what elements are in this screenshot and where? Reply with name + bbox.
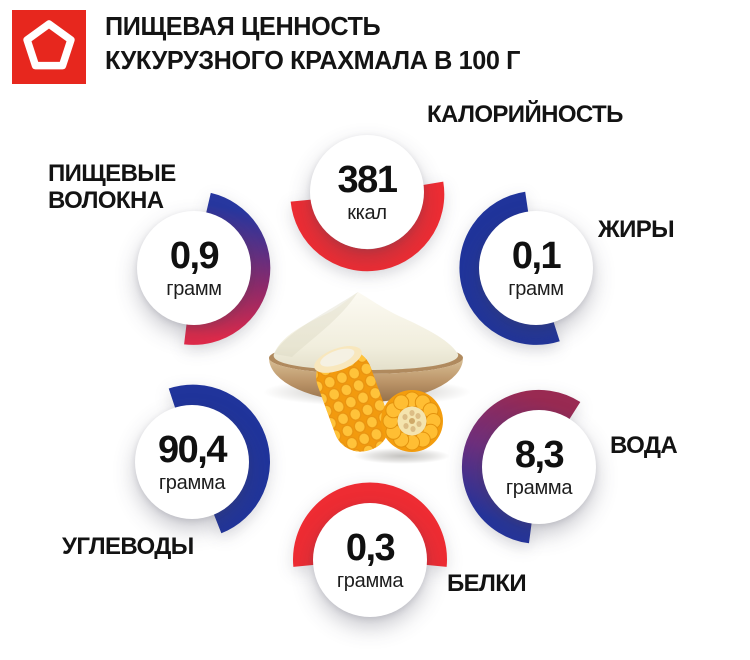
nutrient-node-carbs: 90,4 грамма (104, 374, 280, 550)
nutrient-value: 0,9 (169, 235, 220, 277)
nutrient-unit: грамм (508, 278, 564, 300)
nutrient-unit: грамма (158, 472, 226, 494)
nutrient-node-water: 8,3 грамма (451, 379, 627, 555)
page-title: ПИЩЕВАЯ ЦЕННОСТЬ КУКУРУЗНОГО КРАХМАЛА В … (105, 9, 520, 77)
arc-blue-carbs (168, 384, 270, 534)
nutrient-label-fats: ЖИРЫ (598, 216, 675, 243)
nutrient-node-calories: 381 ккал (279, 104, 455, 280)
nutrient-value: 8,3 (514, 434, 565, 476)
nutrient-value: 381 (337, 159, 398, 201)
nutrient-node-fats: 0,1 грамм (448, 180, 624, 356)
nutrient-label-water: ВОДА (610, 432, 678, 459)
page-title-line1: ПИЩЕВАЯ ЦЕННОСТЬ (105, 11, 381, 41)
brand-logo (12, 10, 86, 84)
nutrient-unit: грамма (505, 477, 573, 499)
value-bubble-calories: 381 ккал (310, 135, 424, 249)
nutrient-value: 0,1 (511, 235, 562, 277)
nutrient-value: 0,3 (345, 527, 396, 569)
corn-starch-bowl-illustration (263, 292, 471, 464)
arc-gradient-water (461, 390, 581, 544)
nutrient-label-fiber: ПИЩЕВЫЕ ВОЛОКНА (48, 160, 176, 214)
nutrient-unit: ккал (347, 202, 387, 224)
value-bubble-proteins: 0,3 грамма (313, 503, 427, 617)
value-bubble-carbs: 90,4 грамма (135, 405, 249, 519)
value-bubble-water: 8,3 грамма (482, 410, 596, 524)
arc-blue-fats (459, 191, 560, 345)
pentagon-icon (23, 20, 75, 70)
value-bubble-fats: 0,1 грамм (479, 211, 593, 325)
value-bubble-fiber: 0,9 грамм (137, 211, 251, 325)
nutrient-value: 90,4 (158, 429, 227, 471)
nutrient-label-proteins: БЕЛКИ (447, 570, 527, 597)
page-title-line2: КУКУРУЗНОГО КРАХМАЛА В 100 Г (105, 45, 521, 75)
nutrient-node-fiber: 0,9 грамм (106, 180, 282, 356)
arc-red-proteins (293, 482, 447, 567)
nutrient-unit: грамм (166, 278, 222, 300)
nutrient-label-calories: КАЛОРИЙНОСТЬ (427, 101, 623, 128)
arc-red-calories (290, 181, 445, 272)
nutrient-unit: грамма (336, 570, 404, 592)
arc-gradient-fiber (184, 192, 271, 345)
nutrient-node-proteins: 0,3 грамма (282, 472, 458, 648)
nutrient-label-carbs: УГЛЕВОДЫ (62, 533, 194, 560)
